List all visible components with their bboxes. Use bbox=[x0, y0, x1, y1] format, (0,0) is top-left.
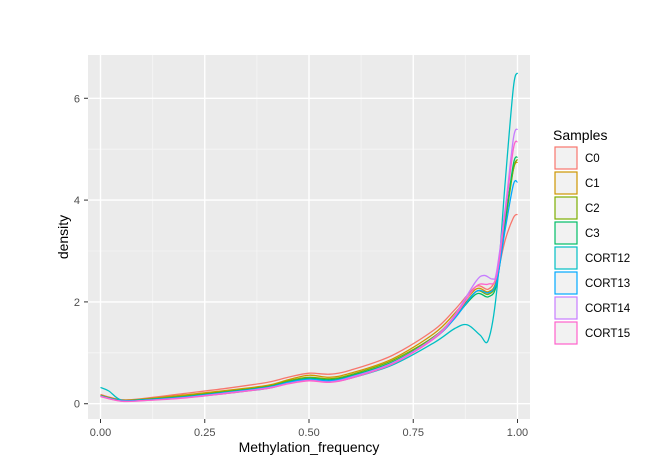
legend-key-cort12 bbox=[554, 246, 578, 270]
y-tick-label: 2 bbox=[74, 297, 80, 309]
legend-label-cort15: CORT15 bbox=[585, 328, 630, 340]
legend: Samples C0 C1 C2 C3 CORT12 CORT13 CORT14 CORT15 bbox=[553, 127, 631, 345]
legend-label-c0: C0 bbox=[585, 153, 600, 165]
legend-label-c1: C1 bbox=[585, 178, 600, 190]
x-axis-title: Methylation_frequency bbox=[239, 439, 380, 455]
x-tick-label: 1.00 bbox=[507, 427, 528, 439]
legend-label-cort14: CORT14 bbox=[585, 303, 631, 315]
legend-label-c3: C3 bbox=[585, 228, 600, 240]
legend-label-c2: C2 bbox=[585, 203, 600, 215]
x-axis: 0.00 0.25 0.50 0.75 1.00 bbox=[90, 419, 528, 439]
legend-key-cort13 bbox=[554, 271, 578, 295]
series-line-cort15 bbox=[100, 140, 519, 403]
legend-key-cort14 bbox=[554, 296, 578, 320]
legend-key-c0 bbox=[554, 146, 578, 170]
major-gridlines bbox=[88, 55, 530, 419]
legend-label-cort13: CORT13 bbox=[585, 278, 630, 290]
legend-title: Samples bbox=[553, 127, 607, 143]
y-tick-label: 4 bbox=[74, 195, 80, 207]
x-tick-label: 0.75 bbox=[403, 427, 424, 439]
series-lines bbox=[100, 72, 519, 403]
y-tick-label: 0 bbox=[74, 399, 80, 411]
x-tick-label: 0.25 bbox=[194, 427, 215, 439]
y-tick-label: 6 bbox=[74, 93, 80, 105]
legend-key-cort15 bbox=[554, 321, 578, 345]
y-axis-title: density bbox=[55, 215, 71, 259]
legend-key-c3 bbox=[554, 221, 578, 245]
x-tick-label: 0.00 bbox=[90, 427, 111, 439]
x-tick-label: 0.50 bbox=[298, 427, 319, 439]
legend-key-c1 bbox=[554, 171, 578, 195]
y-axis: 0 2 4 6 bbox=[74, 93, 88, 411]
legend-label-cort12: CORT12 bbox=[585, 253, 630, 265]
legend-key-c2 bbox=[554, 196, 578, 220]
